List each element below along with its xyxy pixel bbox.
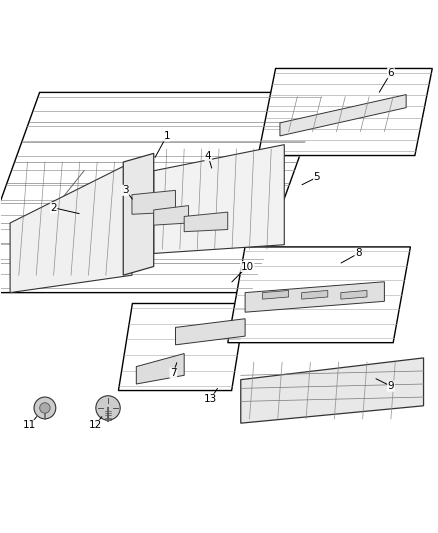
Text: 7: 7 — [170, 368, 177, 378]
Polygon shape — [258, 68, 432, 156]
Text: 10: 10 — [241, 262, 254, 271]
Polygon shape — [341, 290, 367, 299]
Circle shape — [34, 397, 56, 419]
Circle shape — [96, 396, 120, 420]
Text: 3: 3 — [122, 185, 129, 195]
Polygon shape — [184, 212, 228, 232]
Polygon shape — [118, 303, 246, 391]
Polygon shape — [154, 206, 188, 225]
Text: 4: 4 — [205, 150, 212, 160]
Polygon shape — [176, 319, 245, 345]
Polygon shape — [245, 282, 385, 312]
Polygon shape — [280, 94, 406, 136]
Text: 11: 11 — [23, 421, 36, 430]
Text: 8: 8 — [355, 248, 362, 259]
Text: 13: 13 — [204, 394, 217, 404]
Text: 12: 12 — [88, 421, 102, 430]
Text: 1: 1 — [163, 131, 170, 141]
Polygon shape — [228, 247, 410, 343]
Text: 9: 9 — [388, 381, 394, 391]
Polygon shape — [10, 162, 132, 293]
Polygon shape — [132, 190, 176, 214]
Text: 2: 2 — [50, 203, 57, 213]
Circle shape — [40, 403, 50, 413]
Polygon shape — [302, 290, 328, 299]
Polygon shape — [154, 144, 284, 254]
Polygon shape — [136, 353, 184, 384]
Polygon shape — [241, 358, 424, 423]
Polygon shape — [262, 290, 289, 299]
Text: 6: 6 — [388, 68, 394, 78]
Text: 5: 5 — [314, 172, 320, 182]
Polygon shape — [123, 154, 154, 275]
Polygon shape — [0, 92, 322, 293]
